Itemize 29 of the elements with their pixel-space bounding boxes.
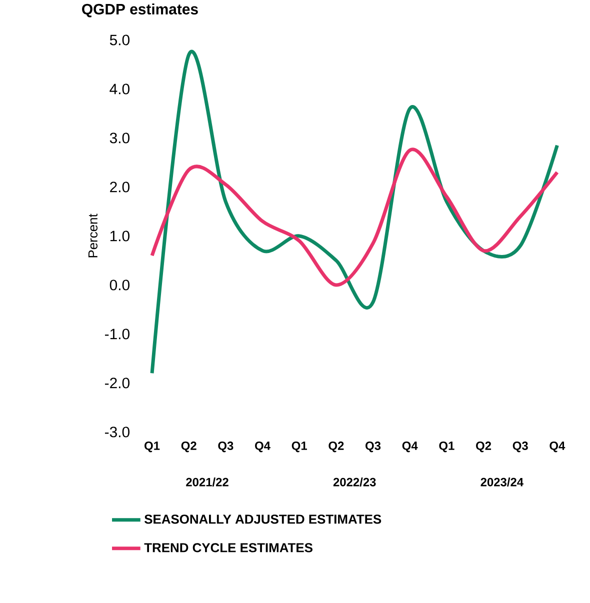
text: 2022/23 (333, 478, 376, 486)
line-series (150, 148, 559, 287)
x-tick-label: Q2 (476, 442, 492, 452)
y-tick-label: 1.0 (110, 230, 130, 242)
x-tick-label: Q1 (144, 442, 160, 452)
x-tick-label: Q3 (512, 442, 528, 452)
y-tick-label: 4.0 (110, 84, 130, 94)
x-tick-label: Q2 (328, 442, 344, 452)
text: 2023/24 (480, 478, 524, 486)
x-tick-label: Q1 (439, 442, 454, 452)
chart-title: QGDP estimates (82, 4, 198, 18)
y-axis-title: Percent (88, 214, 98, 258)
y-tick-label: -2.0 (104, 378, 130, 388)
text: 2021/22 (186, 478, 228, 486)
y-tick-label: -1.0 (104, 328, 130, 340)
legend-label: SEASONALLY ADJUSTED ESTIMATES (144, 514, 382, 524)
legend-label: TREND CYCLE ESTIMATES (144, 543, 312, 552)
y-tick-label: 3.0 (110, 132, 130, 144)
x-tick-label: Q3 (366, 442, 381, 452)
x-tick-label: Q4 (550, 442, 566, 452)
y-tick-label: 5.0 (110, 34, 130, 46)
x-tick-label: Q3 (218, 442, 234, 452)
x-tick-label: Q2 (181, 442, 196, 452)
y-tick-label: -3.0 (104, 426, 130, 438)
y-tick-label: 2.0 (110, 182, 130, 192)
x-tick-label: Q4 (255, 442, 270, 452)
y-tick-label: 0.0 (110, 280, 130, 290)
x-tick-label: Q1 (292, 442, 307, 452)
x-tick-label: Q4 (402, 442, 418, 452)
